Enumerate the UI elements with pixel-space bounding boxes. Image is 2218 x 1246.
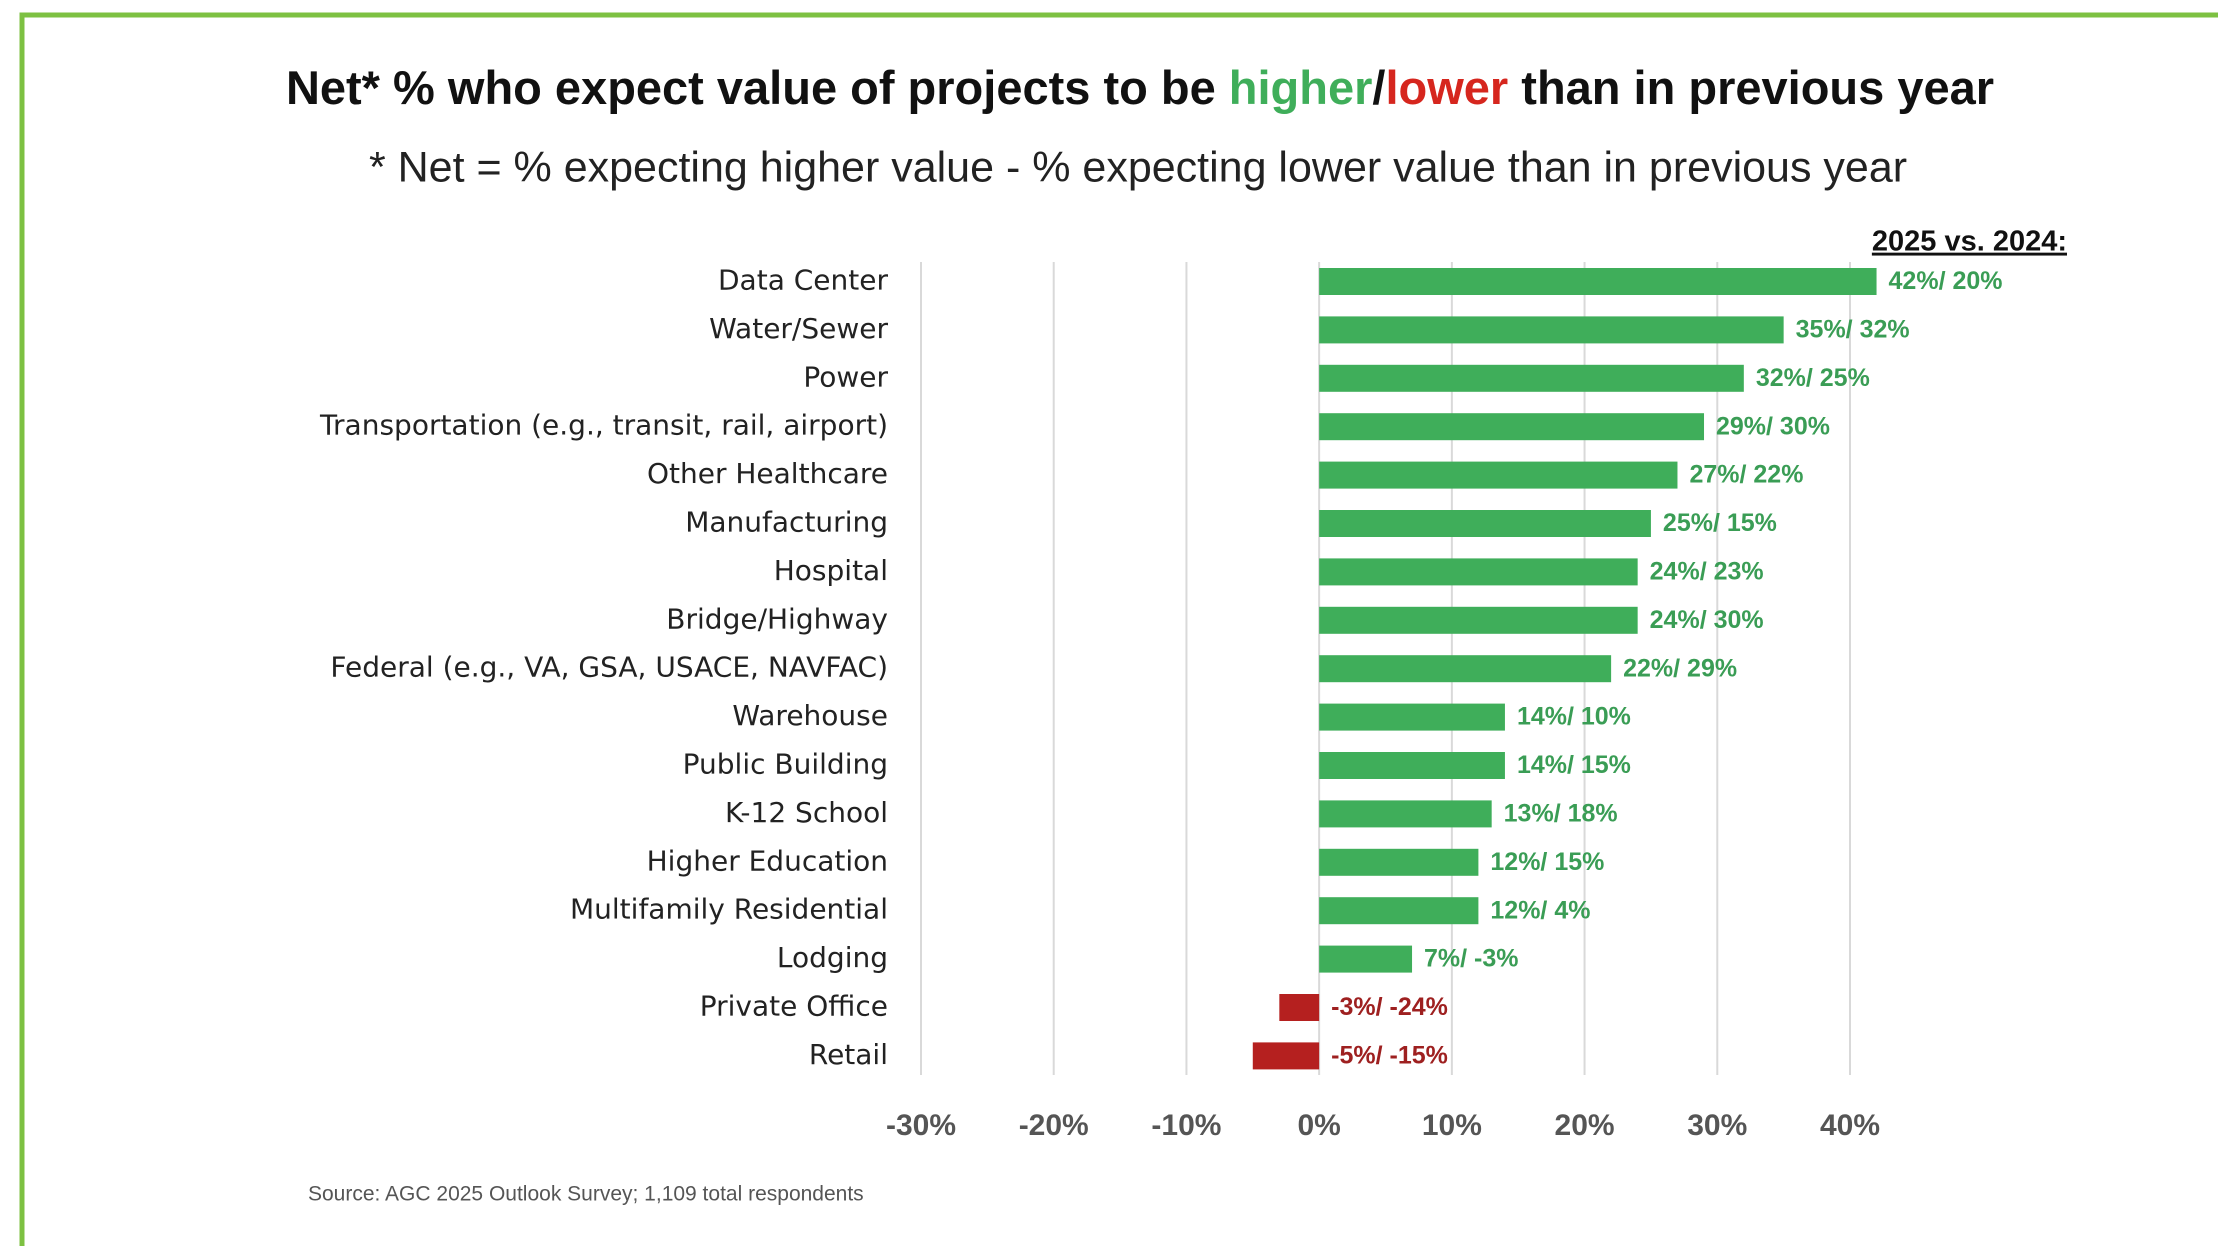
- value-label: 29%/ 30%: [1716, 412, 1830, 440]
- bar: [1252, 1042, 1320, 1070]
- y-tick-label: Higher Education: [647, 844, 888, 877]
- title-part: /: [1372, 61, 1385, 114]
- y-tick-label: Transportation (e.g., transit, rail, air…: [319, 409, 888, 442]
- source-note: Source: AGC 2025 Outlook Survey; 1,109 t…: [308, 1183, 864, 1206]
- value-label: 24%/ 30%: [1650, 606, 1764, 634]
- bar: [1279, 994, 1320, 1021]
- x-tick-label: -20%: [1019, 1109, 1089, 1142]
- x-tick-label: 10%: [1422, 1109, 1482, 1142]
- value-label: 42%/ 20%: [1889, 267, 2003, 295]
- value-label: 12%/ 15%: [1490, 848, 1604, 876]
- bar: [1319, 655, 1612, 683]
- title-part: Net* % who expect value of projects to b…: [286, 61, 1229, 114]
- y-tick-label: Multifamily Residential: [570, 893, 888, 926]
- bar: [1319, 461, 1678, 489]
- value-label: 35%/ 32%: [1796, 316, 1910, 344]
- bar: [1319, 800, 1492, 828]
- value-label: 25%/ 15%: [1663, 509, 1777, 537]
- value-label: -5%/ -15%: [1331, 1042, 1448, 1070]
- bar: [1319, 897, 1479, 925]
- value-label: 22%/ 29%: [1623, 654, 1737, 682]
- x-tick-label: -10%: [1151, 1109, 1221, 1142]
- x-tick-label: -30%: [886, 1109, 956, 1142]
- title-part: than in previous year: [1508, 61, 1994, 114]
- title-higher: higher: [1229, 61, 1373, 114]
- y-tick-label: Warehouse: [732, 699, 888, 732]
- bar: [1319, 945, 1413, 973]
- chart-title: Net* % who expect value of projects to b…: [286, 61, 1994, 114]
- x-tick-label: 20%: [1555, 1109, 1615, 1142]
- y-tick-label: Retail: [809, 1038, 888, 1071]
- value-label: 14%/ 15%: [1517, 751, 1631, 779]
- y-tick-label: Manufacturing: [685, 506, 888, 539]
- y-tick-label: Hospital: [774, 554, 888, 587]
- y-tick-label: Bridge/Highway: [666, 602, 888, 635]
- y-tick-label: Other Healthcare: [647, 457, 888, 490]
- value-label: 32%/ 25%: [1756, 364, 1870, 392]
- label-header: 2025 vs. 2024:: [1872, 226, 2067, 258]
- bar: [1319, 364, 1744, 392]
- value-label: 13%/ 18%: [1504, 800, 1618, 828]
- x-tick-label: 0%: [1297, 1109, 1340, 1142]
- bar: [1319, 752, 1505, 779]
- bar: [1319, 316, 1784, 344]
- x-tick-label: 40%: [1820, 1109, 1880, 1142]
- value-label: 24%/ 23%: [1650, 558, 1764, 586]
- y-tick-label: Power: [803, 360, 888, 393]
- bar: [1319, 558, 1638, 586]
- value-label: -3%/ -24%: [1331, 993, 1448, 1021]
- x-tick-label: 30%: [1687, 1109, 1747, 1142]
- frame: [19, 12, 2218, 1246]
- value-label: 27%/ 22%: [1689, 461, 1803, 489]
- title-lower: lower: [1385, 61, 1508, 114]
- bar: [1319, 510, 1651, 537]
- bar: [1319, 413, 1705, 441]
- y-tick-label: Water/Sewer: [709, 312, 888, 345]
- bar: [1319, 848, 1479, 876]
- y-tick-label: K-12 School: [725, 796, 888, 829]
- y-tick-label: Private Office: [700, 990, 888, 1023]
- bar: [1319, 606, 1638, 634]
- chart-subtitle: * Net = % expecting higher value - % exp…: [369, 143, 1907, 191]
- bar: [1319, 703, 1505, 731]
- y-tick-label: Data Center: [718, 264, 888, 297]
- y-tick-label: Public Building: [683, 748, 888, 781]
- value-label: 12%/ 4%: [1490, 896, 1590, 924]
- value-label: 14%/ 10%: [1517, 703, 1631, 731]
- bar: [1319, 268, 1877, 295]
- value-label: 7%/ -3%: [1424, 945, 1518, 973]
- y-tick-label: Lodging: [777, 941, 888, 974]
- y-tick-label: Federal (e.g., VA, GSA, USACE, NAVFAC): [330, 651, 888, 684]
